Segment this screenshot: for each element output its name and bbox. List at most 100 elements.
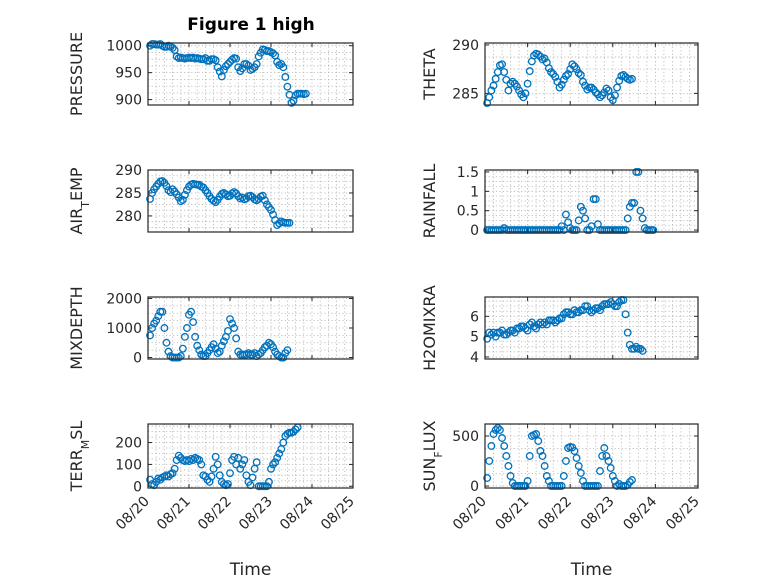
data-point	[219, 66, 228, 74]
data-point	[596, 467, 604, 475]
x-tick-label: 08/22	[535, 494, 575, 534]
x-tick-label: 08/25	[663, 494, 703, 534]
data-point	[289, 427, 298, 436]
data-point	[604, 86, 613, 95]
subplot-air: 280 285 290 AIRTEMP	[67, 163, 354, 235]
data-point	[557, 314, 566, 323]
data-point	[557, 482, 566, 490]
data-point	[234, 63, 243, 72]
y-tick-label: 2000	[106, 291, 142, 307]
y-tick-label: 200	[115, 436, 142, 452]
data-point	[265, 338, 273, 347]
data-point	[178, 195, 187, 204]
data-point	[168, 185, 177, 194]
y-tick-label: 0	[470, 223, 479, 239]
data-point	[596, 306, 604, 315]
data-point	[228, 55, 236, 64]
data-point	[585, 226, 594, 235]
data-point	[291, 425, 300, 434]
data-point	[621, 310, 630, 319]
data-point	[500, 68, 509, 77]
data-point	[230, 452, 239, 461]
data-point	[152, 316, 161, 325]
data-point	[221, 62, 230, 71]
data-point	[232, 54, 241, 63]
data-point	[532, 324, 541, 333]
data-point	[154, 312, 163, 321]
data-point	[215, 67, 224, 76]
data-point	[226, 469, 234, 478]
data-point	[523, 477, 532, 485]
y-tick-label: 5	[470, 330, 479, 346]
subplot-pressure: 900 950 1000 PRESSURE	[67, 32, 354, 116]
data-point	[260, 196, 269, 205]
data-point	[211, 56, 220, 65]
data-point	[168, 43, 177, 52]
axes-frame	[147, 296, 354, 360]
y-tick-label: 290	[452, 38, 479, 54]
data-point	[623, 214, 632, 223]
y-tick-label: 1000	[106, 39, 142, 55]
data-point	[252, 458, 261, 467]
x-axis-label: Time	[570, 560, 613, 580]
x-tick-label: 08/21	[154, 494, 194, 534]
data-point	[604, 457, 613, 465]
data-point	[265, 477, 273, 486]
data-point	[283, 82, 292, 91]
data-point	[561, 210, 570, 219]
data-point	[207, 472, 216, 481]
data-point	[158, 177, 167, 185]
data-point	[178, 344, 187, 353]
data-point	[487, 442, 496, 450]
data-point	[521, 89, 530, 98]
data-point	[240, 456, 249, 464]
subplot-h2omixra: 4 5 6 H2OMIXRA	[420, 285, 699, 371]
axes-frame	[147, 42, 354, 106]
data-point	[213, 349, 222, 358]
subplot-sun: 0 500 08/20 08/21 08/22 08/23 08/24 08/25 SUNFLU…	[420, 420, 703, 580]
data-point	[491, 74, 500, 83]
y-tick-label: 4	[470, 350, 479, 366]
data-point	[530, 322, 538, 331]
data-point	[551, 318, 560, 327]
y-tick-label: 6	[470, 309, 479, 325]
data-point	[579, 77, 587, 86]
data-point	[591, 195, 600, 204]
data-point	[287, 98, 296, 107]
data-point	[576, 202, 585, 211]
data-point	[544, 477, 553, 485]
x-tick-label: 08/23	[236, 494, 276, 534]
data-point	[508, 77, 517, 86]
data-point	[540, 462, 549, 470]
data-point	[162, 338, 171, 347]
data-point	[547, 68, 555, 77]
y-axis-label: H2OMIXRA	[420, 285, 439, 371]
data-point	[628, 74, 636, 83]
data-point	[613, 302, 622, 311]
axes-frame	[484, 296, 699, 360]
data-point	[572, 454, 581, 462]
data-point	[613, 83, 622, 92]
data-point	[557, 222, 566, 231]
data-point	[504, 462, 513, 470]
data-point	[162, 182, 171, 191]
data-point	[515, 86, 524, 95]
y-tick-label: 280	[115, 209, 142, 225]
data-point	[498, 434, 506, 442]
data-point	[587, 83, 596, 92]
data-point	[523, 79, 532, 88]
data-point	[487, 86, 496, 95]
data-point	[234, 192, 243, 201]
data-point	[160, 324, 169, 332]
data-point	[600, 444, 609, 452]
data-point	[489, 430, 498, 438]
data-point	[248, 473, 257, 482]
data-point	[148, 324, 157, 332]
plot-area	[148, 43, 353, 105]
data-point	[519, 93, 528, 102]
y-axis-label: AIRTEMP	[67, 167, 92, 234]
x-tick-label: 08/24	[277, 493, 317, 533]
data-point	[232, 334, 241, 343]
data-point	[636, 344, 645, 353]
data-point	[634, 167, 643, 176]
